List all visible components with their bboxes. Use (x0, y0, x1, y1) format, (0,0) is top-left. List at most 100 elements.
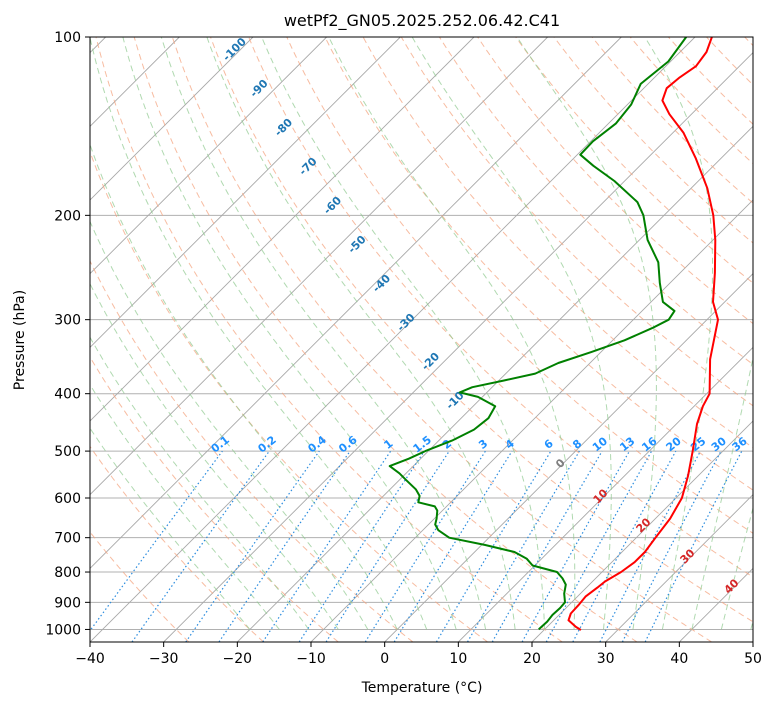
dry-adiabat-line (744, 37, 753, 47)
moist-adiabat-line (90, 282, 339, 630)
dry-adiabat-label: -10 (443, 389, 466, 412)
dry-adiabat-label: -40 (370, 272, 393, 295)
plot-frame (89, 36, 754, 643)
moist-adiabat-line (90, 220, 369, 630)
dry-adiabat-line (90, 259, 414, 642)
dry-adiabat-label: -80 (272, 116, 295, 139)
x-tick-label: −40 (75, 651, 105, 667)
dry-adiabat-line (706, 37, 753, 86)
x-tick-label: −10 (296, 651, 326, 667)
moist-adiabat-line (90, 427, 251, 630)
x-tick-label: 30 (597, 651, 615, 667)
mixing-ratio-label: 0.4 (305, 433, 329, 455)
x-tick-label: −20 (223, 651, 253, 667)
mixing-ratio-label: 0.1 (209, 433, 232, 455)
isotherm-line (90, 37, 696, 642)
y-tick-label: 700 (54, 531, 81, 547)
y-tick-label: 300 (54, 313, 81, 329)
mixing-ratio-line (521, 450, 631, 642)
temperature-profile (567, 37, 719, 631)
moist-adiabat-line (122, 37, 457, 630)
profiles (388, 37, 719, 631)
moist-adiabat-line (90, 142, 398, 630)
isotherm-line (90, 37, 401, 348)
mixing-ratio-line (393, 450, 513, 642)
isotherm-line (237, 125, 753, 642)
moist-adiabat-label: 20 (634, 515, 654, 535)
mixing-ratio-line (185, 450, 320, 642)
chart-title: wetPf2_GN05.2025.252.06.42.C41 (284, 11, 560, 31)
axis-ticks: −40 −30 −20 −10 0 10 20 30 40 5010020030040050060… (45, 30, 762, 667)
moist-adiabat-line (750, 619, 753, 630)
dry-adiabat-line (90, 445, 264, 642)
y-tick-label: 100 (54, 30, 81, 46)
dry-adiabat-line (133, 37, 638, 642)
dry-adiabat-label: -30 (394, 311, 417, 334)
y-tick-label: 900 (54, 595, 81, 611)
isotherm-line (458, 346, 753, 642)
background-lines (90, 37, 753, 642)
isotherm-line (90, 37, 548, 496)
moist-adiabat-line (516, 37, 657, 630)
mixing-ratio-line (644, 450, 743, 642)
mixing-ratio-line (262, 450, 392, 642)
moist-adiabat-label: 0 (553, 456, 568, 471)
y-tick-label: 500 (54, 444, 81, 460)
x-tick-label: 50 (744, 651, 762, 667)
moist-adiabat-line (411, 37, 612, 630)
dry-adiabat-line (248, 37, 753, 578)
mixing-ratio-line (90, 450, 223, 632)
mixing-ratio-label: 3 (476, 437, 490, 452)
dry-adiabat-label: -60 (321, 194, 344, 217)
dry-adiabat-line (324, 37, 753, 491)
mixing-ratio-line (364, 450, 486, 642)
isotherm-line (163, 52, 753, 642)
x-axis-label: Temperature (°C) (361, 680, 483, 696)
mixing-ratio-label: 6 (542, 437, 556, 452)
dry-adiabat-label: -70 (296, 155, 319, 178)
mixing-ratio-line (325, 450, 450, 642)
mixing-ratio-line (131, 450, 270, 642)
dry-adiabat-line (171, 37, 712, 642)
x-tick-label: 10 (449, 651, 467, 667)
moist-adiabat-line (644, 37, 713, 630)
mixing-ratio-line (599, 450, 702, 642)
mixing-ratio-label: 0.6 (336, 433, 360, 455)
y-tick-label: 800 (54, 565, 81, 581)
dry-adiabat-line (210, 37, 753, 623)
moist-adiabat-line (90, 336, 310, 630)
moist-adiabat-line (90, 383, 280, 630)
dry-adiabat-line (515, 37, 753, 284)
isotherm-line (90, 37, 327, 275)
moist-adiabat-line (90, 37, 428, 630)
background-labels: -100-90-80-70-60-50-40-30-20-100.1 0.2 0.4… (209, 35, 750, 597)
moist-adiabat-label: 10 (591, 486, 611, 506)
moist-adiabat-label: 40 (722, 576, 742, 596)
moist-adiabat-line (261, 37, 546, 630)
y-tick-label: 400 (54, 387, 81, 403)
moist-adiabat-line (160, 37, 487, 630)
dry-adiabat-label: -100 (220, 35, 249, 64)
dry-adiabat-label: -20 (419, 350, 442, 373)
isotherm-line (310, 199, 753, 642)
isotherm-line (752, 641, 753, 642)
isotherm-line (679, 567, 753, 642)
mixing-ratio-line (298, 450, 425, 642)
isotherm-line (605, 494, 753, 642)
y-tick-label: 1000 (45, 622, 81, 638)
isotherm-line (90, 37, 622, 569)
isotherm-line (90, 37, 254, 201)
dry-adiabat-line (95, 37, 563, 642)
dry-adiabat-line (90, 531, 190, 642)
isotherm-line (531, 420, 753, 642)
y-axis-label: Pressure (hPa) (12, 290, 28, 390)
mixing-ratio-line (218, 450, 351, 642)
x-tick-label: −30 (149, 651, 179, 667)
x-tick-label: 20 (523, 651, 541, 667)
dry-adiabat-line (90, 356, 339, 642)
x-tick-label: 40 (670, 651, 688, 667)
isotherm-line (384, 273, 753, 642)
moist-adiabat-line (206, 37, 516, 630)
moist-adiabat-line (720, 506, 753, 630)
